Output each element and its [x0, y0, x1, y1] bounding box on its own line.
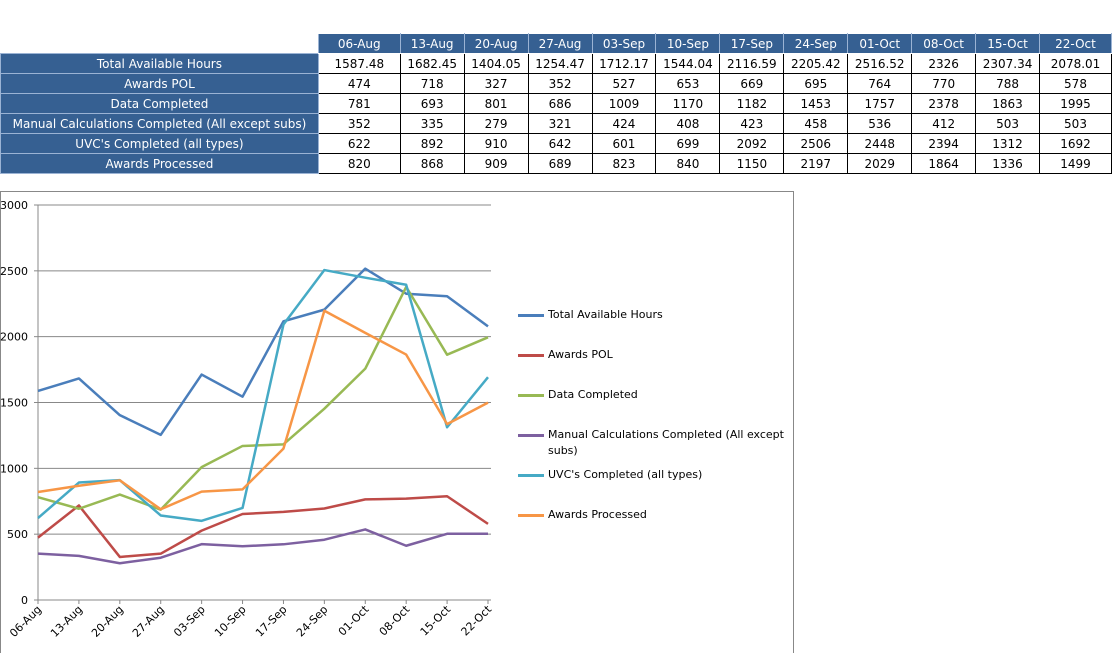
row-label: UVC's Completed (all types) — [0, 133, 319, 154]
legend-label: Data Completed — [548, 388, 638, 401]
chart-frame — [0, 191, 794, 653]
legend-item: Awards Processed — [518, 507, 788, 523]
table-cell: 788 — [975, 73, 1041, 94]
y-tick-label: 500 — [7, 528, 28, 541]
table-cell: 689 — [527, 153, 593, 174]
row-label: Awards Processed — [0, 153, 319, 174]
table-row: Manual Calculations Completed (All excep… — [0, 113, 1112, 134]
column-header: 10-Sep — [655, 33, 721, 54]
legend-item: Total Available Hours — [518, 307, 788, 323]
y-tick-label: 3000 — [0, 199, 28, 212]
table-cell: 2197 — [783, 153, 849, 174]
data-table: 06-Aug 13-Aug 20-Aug 27-Aug 03-Sep 10-Sep 17-S… — [0, 33, 1112, 174]
x-tick-label: 15-Oct — [418, 602, 454, 638]
series-line — [37, 494, 489, 559]
x-tick-label: 03-Sep — [171, 603, 208, 640]
table-cell: 820 — [317, 153, 401, 174]
series-line — [37, 267, 489, 437]
legend-item: Manual Calculations Completed (All excep… — [518, 427, 788, 459]
legend-item: Awards POL — [518, 347, 788, 363]
table-row: Awards Processed 820 868 909 689 823 840 1150 21… — [0, 153, 1112, 174]
table-cell: 2116.59 — [719, 53, 785, 74]
table-cell: 352 — [317, 113, 401, 134]
table-cell: 503 — [1039, 113, 1112, 134]
table-cell: 840 — [655, 153, 721, 174]
table-row: Awards POL 474 718 327 352 527 653 669 695 764 770… — [0, 73, 1112, 94]
column-header: 22-Oct — [1039, 33, 1112, 54]
table-cell: 321 — [527, 113, 593, 134]
table-cell: 527 — [591, 73, 657, 94]
column-header: 15-Oct — [975, 33, 1041, 54]
x-tick-label: 10-Sep — [212, 603, 249, 640]
row-label: Total Available Hours — [0, 53, 319, 74]
table-cell: 1682.45 — [399, 53, 465, 74]
x-tick-label: 20-Aug — [89, 603, 126, 640]
table-cell: 868 — [399, 153, 465, 174]
x-tick-label: 13-Aug — [48, 603, 85, 640]
column-header: 06-Aug — [317, 33, 401, 54]
legend-label: UVC's Completed (all types) — [548, 468, 703, 481]
column-header: 20-Aug — [463, 33, 529, 54]
table-cell: 1150 — [719, 153, 785, 174]
table-row: Total Available Hours 1587.48 1682.45 1404.… — [0, 53, 1112, 74]
column-header: 01-Oct — [847, 33, 913, 54]
y-tick-label: 2500 — [0, 265, 28, 278]
x-tick-label: 17-Sep — [253, 603, 290, 640]
table-cell: 823 — [591, 153, 657, 174]
x-tick-label: 27-Aug — [130, 603, 167, 640]
blank-cell — [0, 33, 319, 54]
x-tick-label: 01-Oct — [336, 602, 372, 638]
series-line — [37, 309, 489, 511]
column-header: 17-Sep — [719, 33, 785, 54]
column-header: 13-Aug — [399, 33, 465, 54]
x-tick-label: 08-Oct — [377, 602, 413, 638]
series-line — [37, 285, 489, 511]
y-tick-label: 2000 — [0, 331, 28, 344]
table-cell: 1254.47 — [527, 53, 593, 74]
table-row: UVC's Completed (all types) 622 892 910 642 6… — [0, 133, 1112, 154]
table-cell: 801 — [463, 93, 529, 114]
table-cell: 1499 — [1039, 153, 1112, 174]
y-tick-label: 1500 — [0, 397, 28, 410]
column-header: 03-Sep — [591, 33, 657, 54]
legend-swatch — [518, 354, 544, 357]
legend-label: Total Available Hours — [548, 308, 663, 321]
table-cell: 2078.01 — [1039, 53, 1112, 74]
legend-item: Data Completed — [518, 387, 788, 403]
column-header: 24-Sep — [783, 33, 849, 54]
table-cell: 909 — [463, 153, 529, 174]
table-cell: 1404.05 — [463, 53, 529, 74]
header-row: 06-Aug 13-Aug 20-Aug 27-Aug 03-Sep 10-Sep 17-S… — [0, 33, 1112, 54]
series-line — [37, 528, 488, 565]
table-cell: 2029 — [847, 153, 913, 174]
legend-swatch — [518, 394, 544, 397]
legend-swatch — [518, 314, 544, 317]
x-tick-label: 24-Sep — [294, 603, 331, 640]
legend-label: Awards Processed — [548, 508, 647, 521]
table-cell: 2448 — [847, 133, 913, 154]
x-tick-label: 06-Aug — [7, 603, 44, 640]
table-cell: 1864 — [911, 153, 977, 174]
y-tick-label: 0 — [21, 594, 28, 607]
table-cell: 2516.52 — [847, 53, 913, 74]
y-tick-label: 1000 — [0, 462, 28, 475]
legend-swatch — [518, 434, 544, 437]
legend-label: Manual Calculations Completed (All excep… — [548, 428, 784, 457]
legend-swatch — [518, 474, 544, 477]
x-tick-label: 22-Oct — [459, 602, 495, 638]
legend-item: UVC's Completed (all types) — [518, 467, 788, 483]
table-cell: 335 — [399, 113, 465, 134]
legend-swatch — [518, 514, 544, 517]
table-cell: 408 — [655, 113, 721, 134]
legend-label: Awards POL — [548, 348, 613, 361]
